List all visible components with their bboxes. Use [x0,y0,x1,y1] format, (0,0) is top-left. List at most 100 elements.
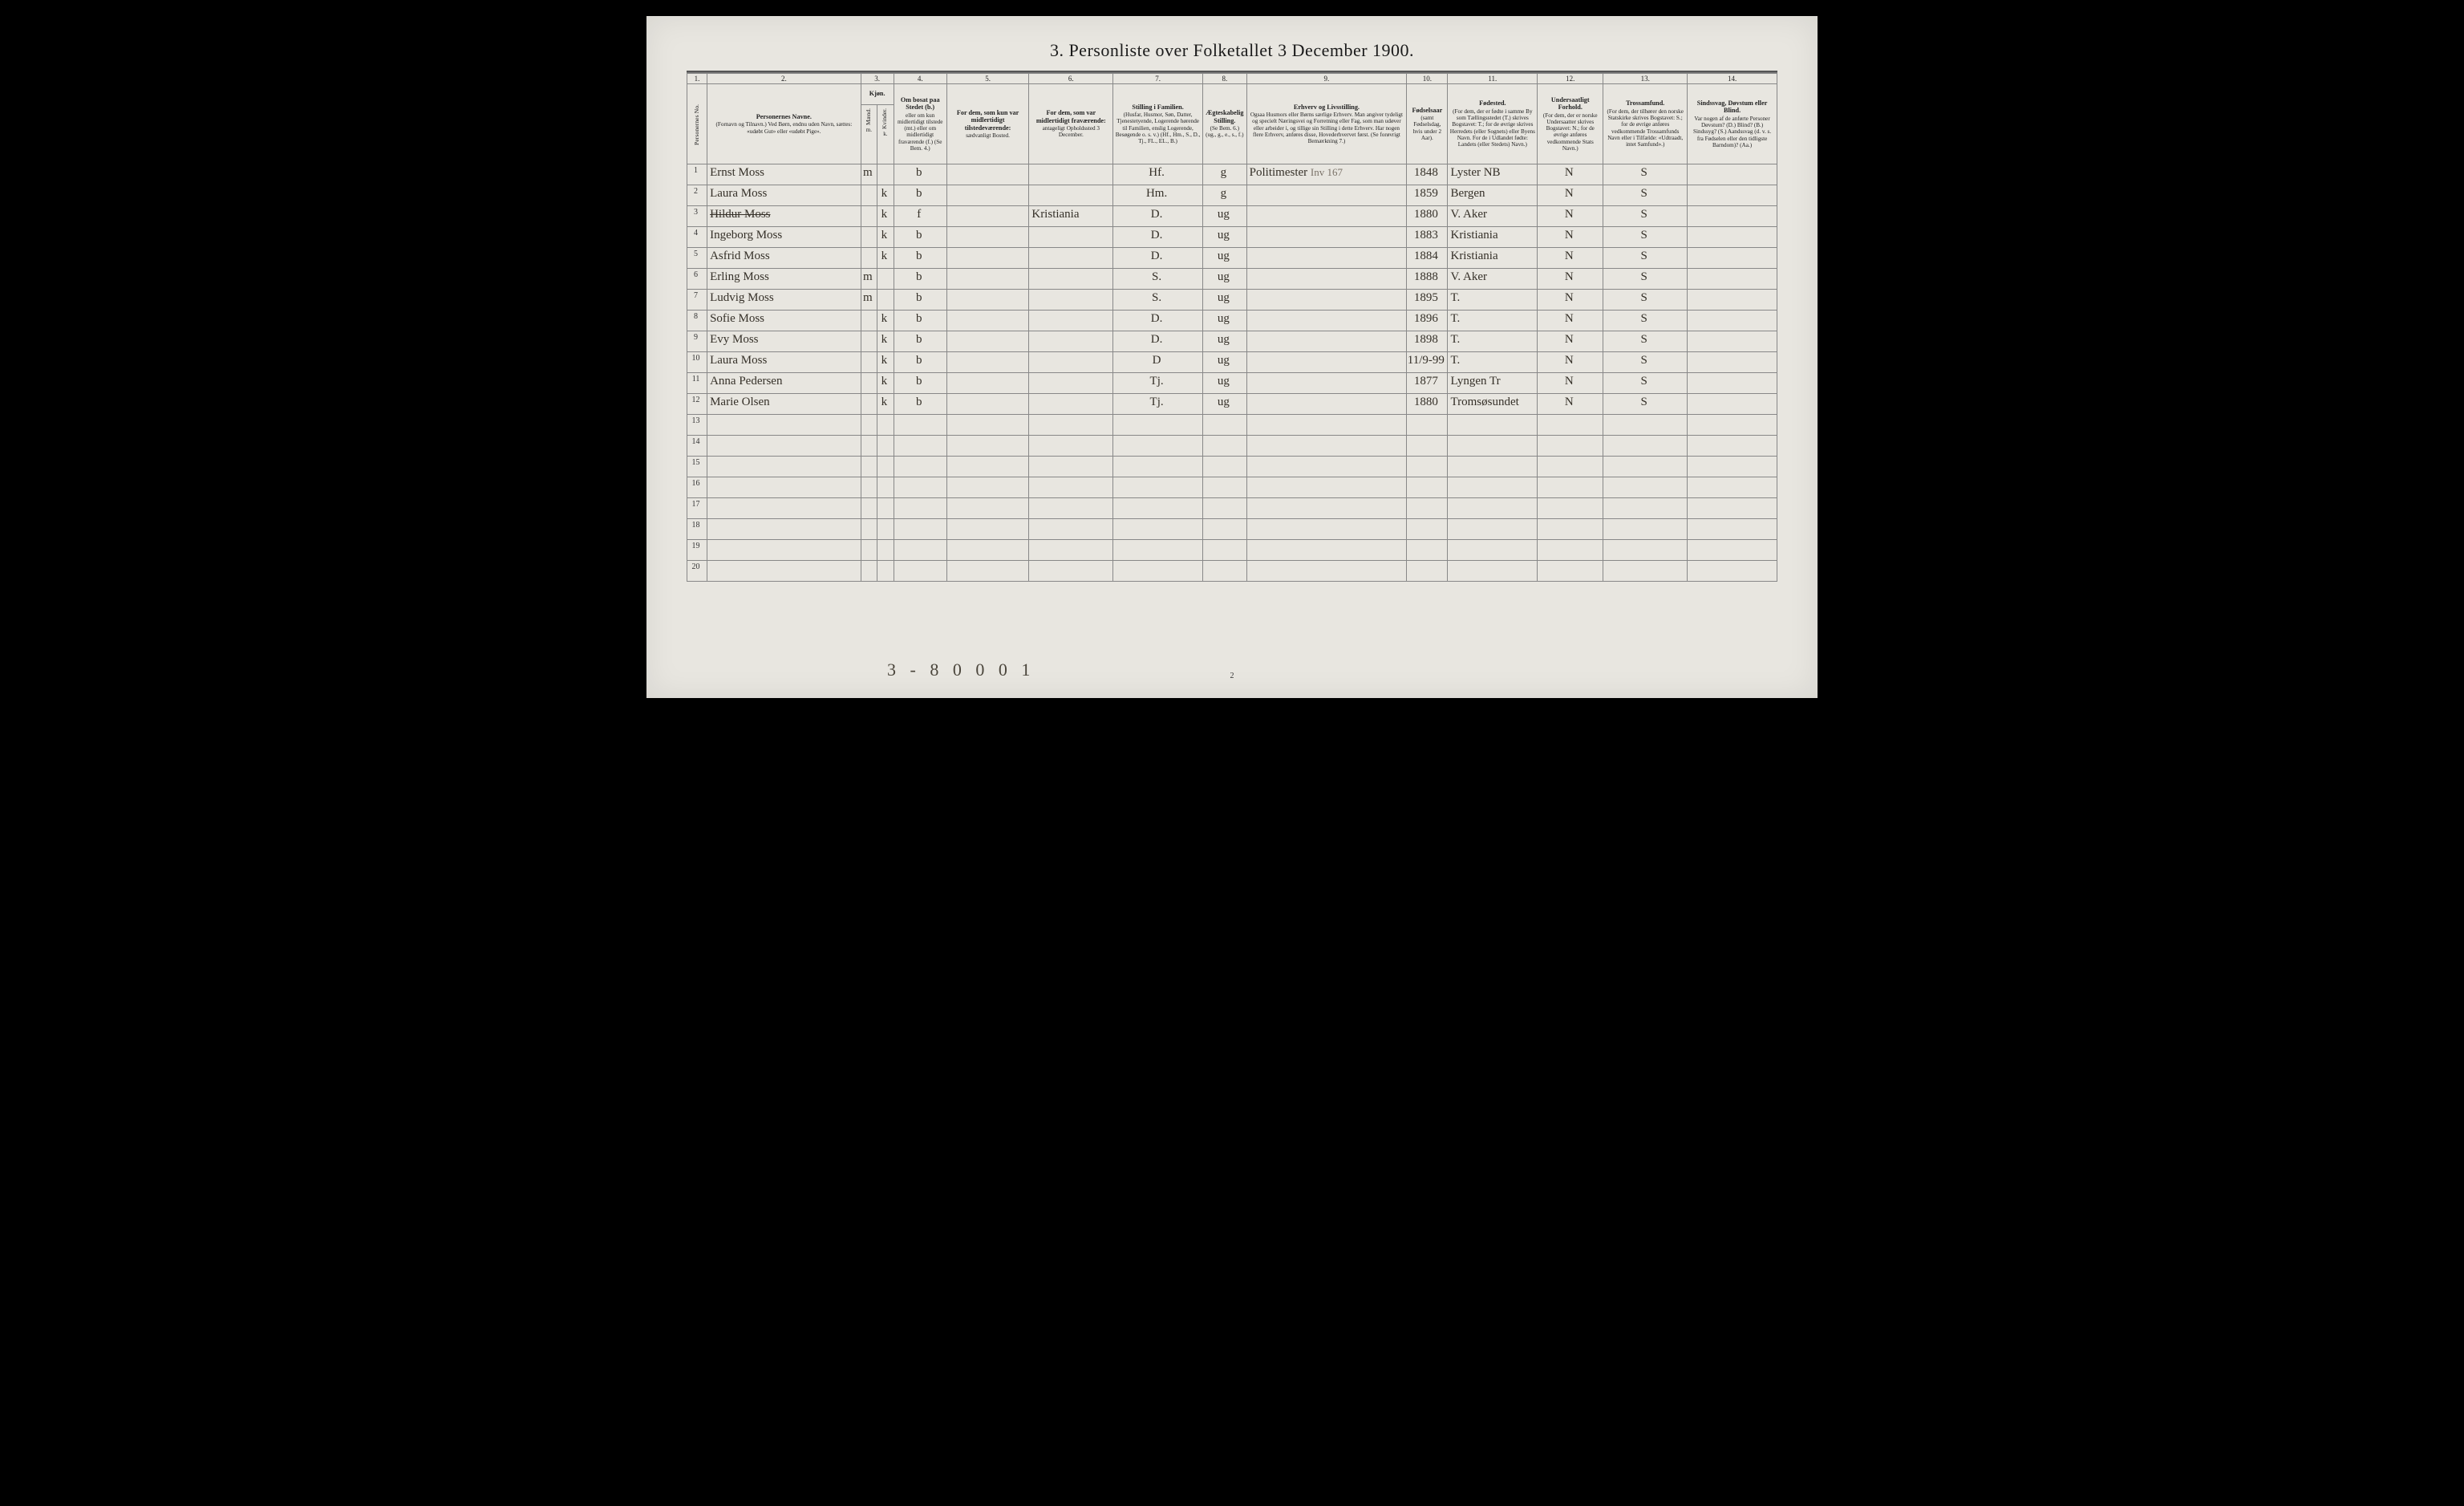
cell: Hf. [1113,164,1203,185]
cell [1246,394,1407,415]
cell: Ingeborg Moss [707,227,861,248]
cell: Marie Olsen [707,394,861,415]
cell [1538,519,1603,540]
head-family-position: Stilling i Familien. (Husfar, Husmor, Sø… [1113,84,1203,164]
cell [1688,477,1777,498]
cell [1538,561,1603,582]
table-row: 1Ernst MossmbHf.gPolitimester Inv 167184… [687,164,1777,185]
colnum: 11. [1448,74,1538,84]
cell: 1880 [1407,206,1448,227]
cell: Asfrid Moss [707,248,861,269]
cell [1246,248,1407,269]
cell [1448,457,1538,477]
cell [1448,436,1538,457]
cell [861,248,877,269]
cell: D. [1113,227,1203,248]
cell: S [1603,311,1688,331]
cell: V. Aker [1448,269,1538,290]
cell [1246,540,1407,561]
cell: 9 [687,331,707,352]
census-page: 3. Personliste over Folketallet 3 Decemb… [646,16,1818,698]
colnum: 14. [1688,74,1777,84]
cell: k [877,185,894,206]
cell [1538,436,1603,457]
table-row-empty: 15 [687,457,1777,477]
cell: 1888 [1407,269,1448,290]
cell: m [861,164,877,185]
cell: 1 [687,164,707,185]
head-marital: Ægteskabelig Stilling. (Se Bem. 6.) (ug.… [1202,84,1246,164]
table-row: 6Erling MossmbS.ug1888V. AkerNS [687,269,1777,290]
cell [1407,415,1448,436]
cell: ug [1202,248,1246,269]
cell [1029,352,1113,373]
cell: N [1538,373,1603,394]
cell: b [894,394,946,415]
cell [877,457,894,477]
cell [877,290,894,311]
cell [1029,540,1113,561]
cell: 17 [687,498,707,519]
cell: N [1538,185,1603,206]
colnum: 12. [1538,74,1603,84]
cell [1538,540,1603,561]
cell [877,269,894,290]
cell [1688,311,1777,331]
cell [1113,498,1203,519]
cell [1202,498,1246,519]
cell [1688,561,1777,582]
cell: 6 [687,269,707,290]
cell [894,457,946,477]
table-row-empty: 14 [687,436,1777,457]
cell: ug [1202,311,1246,331]
cell: 1880 [1407,394,1448,415]
cell [1113,519,1203,540]
cell [1603,561,1688,582]
head-sex: Kjøn. [861,84,894,105]
head-birthyear: Fødselsaar (samt Fødselsdag, hvis under … [1407,84,1448,164]
cell [707,519,861,540]
cell: 19 [687,540,707,561]
cell [1603,477,1688,498]
cell: S [1603,269,1688,290]
cell [1029,394,1113,415]
cell: S [1603,331,1688,352]
cell: T. [1448,290,1538,311]
cell [1202,415,1246,436]
colnum: 5. [946,74,1029,84]
cell: k [877,352,894,373]
cell: 20 [687,561,707,582]
cell: b [894,185,946,206]
cell: ug [1202,269,1246,290]
cell [894,477,946,498]
table-row: 4Ingeborg MosskbD.ug1883KristianiaNS [687,227,1777,248]
cell [861,185,877,206]
cell [861,331,877,352]
cell: 10 [687,352,707,373]
cell: 11 [687,373,707,394]
cell [1246,311,1407,331]
cell: 12 [687,394,707,415]
cell [861,540,877,561]
cell [894,415,946,436]
cell [1688,373,1777,394]
cell [1246,206,1407,227]
cell: 1877 [1407,373,1448,394]
head-person-no: Personernes No. [687,84,707,164]
cell: Kristiania [1029,206,1113,227]
head-nationality: Undersaatligt Forhold. (For dem, der er … [1538,84,1603,164]
cell: Hm. [1113,185,1203,206]
cell: N [1538,227,1603,248]
cell: N [1538,164,1603,185]
cell [707,457,861,477]
colnum: 2. [707,74,861,84]
cell [1407,477,1448,498]
cell [946,477,1029,498]
cell [894,540,946,561]
cell: S. [1113,290,1203,311]
head-sex-m: Mænd. m. [861,105,877,164]
cell [1029,498,1113,519]
cell [1246,477,1407,498]
table-row-empty: 17 [687,498,1777,519]
cell [1688,290,1777,311]
